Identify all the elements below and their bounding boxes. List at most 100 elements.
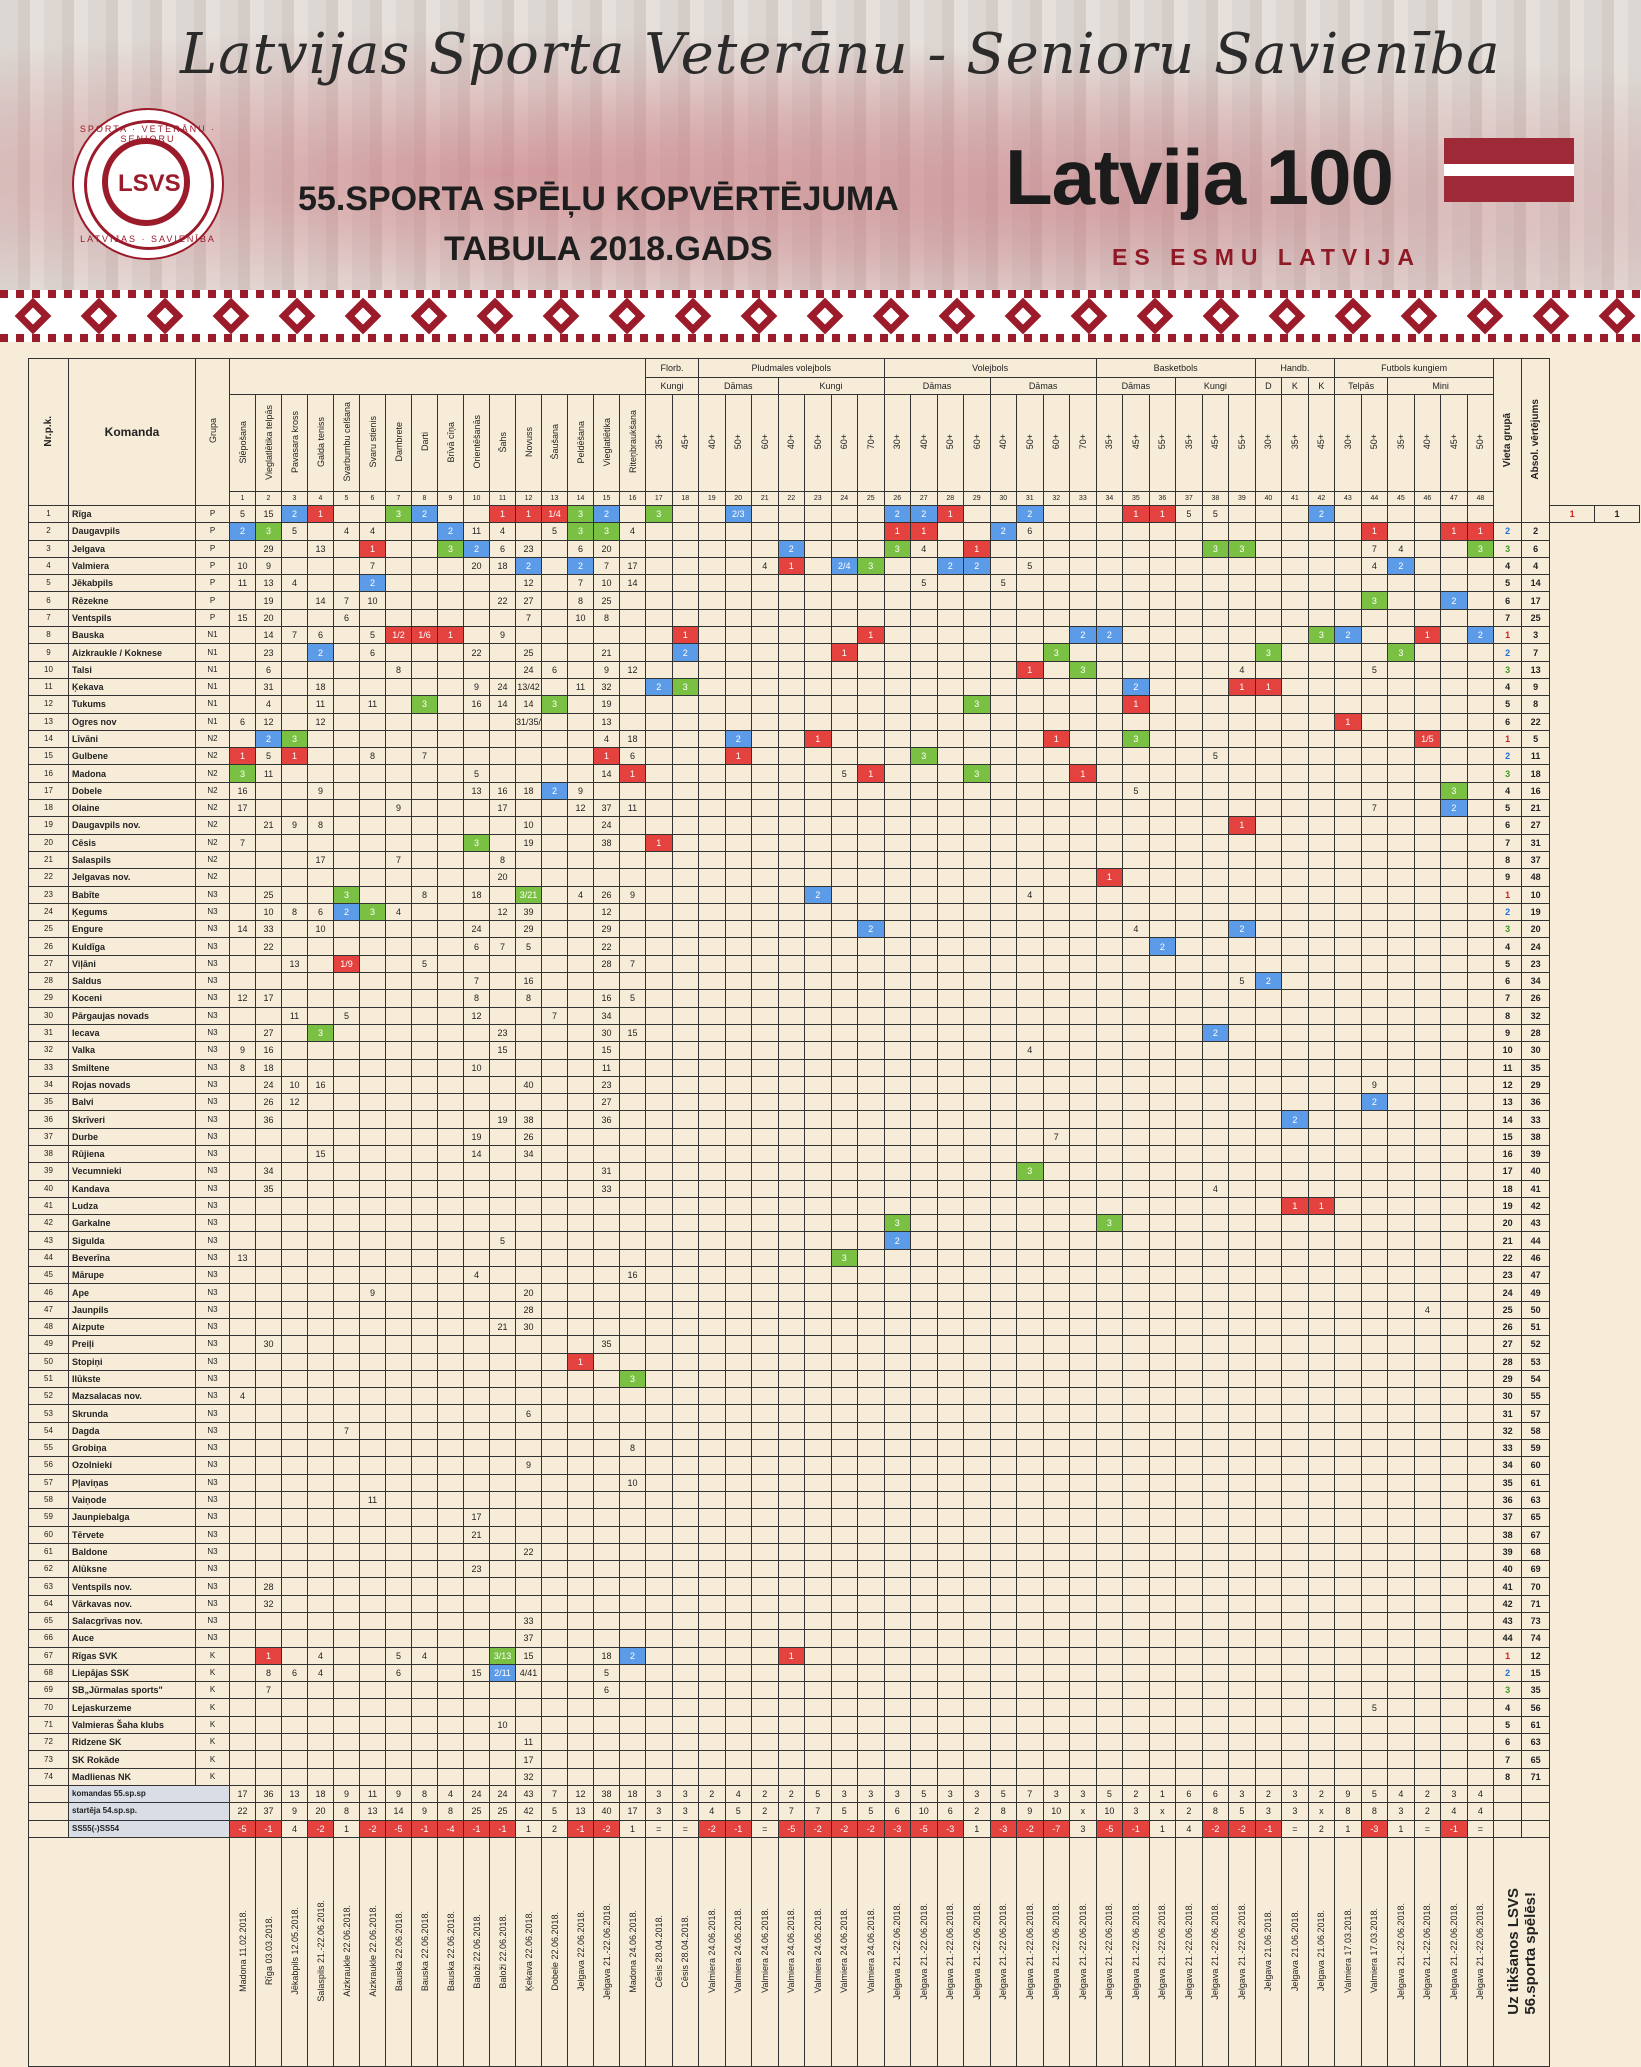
result-cell [1122,1162,1150,1181]
result-cell [385,1681,412,1700]
event-date: Valmiera 24.06.2018. [830,1836,859,2067]
result-cell [385,1179,412,1198]
result-cell [830,1369,859,1389]
table-row-team: 50 Stopiņi N3 1 28 53 [28,1352,1640,1371]
summary-value: 24 [463,1784,490,1804]
result-cell [1069,574,1097,593]
header-col-number: 13 [541,491,568,506]
result-cell [1466,868,1495,887]
result-cell [751,937,779,956]
result-cell [830,1110,859,1129]
result-cell: 1 [1069,764,1097,783]
result-cell [1360,989,1389,1008]
result-cell [385,1750,412,1769]
result-cell [567,816,594,835]
result-cell [1360,1352,1389,1371]
team-group: N3 [195,1404,230,1423]
summary-value: 3 [883,1784,912,1804]
result-cell [1440,1127,1468,1146]
result-cell [1387,626,1415,645]
result-cell [1360,920,1389,939]
absolute-place: 65 [1521,1508,1551,1527]
result-cell: 7 [1360,799,1389,818]
result-cell: 19 [515,833,542,852]
result-cell: 17 [229,799,256,818]
result-cell [1334,1283,1362,1302]
result-cell [751,1473,779,1492]
result-cell [619,920,646,939]
result-cell [1175,1456,1203,1475]
result-cell [359,1387,386,1406]
place-in-group: 1 [1493,885,1523,904]
result-cell [229,695,256,714]
result-cell [411,799,438,818]
result-cell [1175,1698,1203,1717]
team-name: Valka [68,1041,196,1060]
result-cell [804,1525,832,1544]
result-cell [1440,1646,1468,1665]
header-col-number: 9 [437,491,464,506]
result-cell [255,1611,282,1631]
result-cell [1281,1681,1309,1700]
result-cell [671,937,700,956]
row-number: 5 [28,574,69,593]
summary-value: -1 [567,1819,594,1838]
result-cell [307,1473,334,1492]
result-cell [698,1283,726,1302]
result-cell [1281,1646,1309,1665]
result-cell [489,1698,516,1717]
result-cell [645,1023,673,1043]
result-cell [1334,574,1362,593]
result-cell [1307,1075,1336,1095]
result-cell [963,1144,991,1164]
result-cell [751,1490,779,1510]
result-cell [777,677,806,697]
result-cell [1122,1369,1150,1389]
result-cell: 1 [307,504,334,524]
result-cell [830,1560,859,1579]
result-cell [1095,833,1124,852]
absolute-place: 73 [1521,1611,1551,1631]
result-cell [724,1404,753,1423]
result-cell: 2/11 [489,1663,516,1683]
result-cell [777,1387,806,1406]
lsvs-logo: SPORTA · VETERĀNU · SENIORU LSVS LATVIJA… [72,108,224,260]
result-cell: 4 [307,1663,334,1683]
result-cell [359,1058,386,1077]
result-cell [567,1421,594,1441]
result-cell: 5 [489,1231,516,1250]
result-cell [1254,556,1283,576]
result-cell [1175,677,1203,697]
result-cell: 38 [593,833,620,852]
result-cell [645,1698,673,1717]
result-cell [359,1577,386,1596]
summary-value: 25 [489,1802,516,1821]
result-cell [751,539,779,558]
result-cell [1201,1525,1230,1544]
result-cell [1175,850,1203,870]
result-cell [1175,1369,1203,1389]
result-cell [1016,954,1044,974]
result-cell [910,1266,938,1285]
result-cell: 1 [1440,522,1468,541]
result-cell [777,1663,806,1683]
summary-value: -1 [1122,1819,1150,1838]
result-cell [910,920,938,939]
result-cell [281,937,308,956]
result-cell [1360,1594,1389,1614]
result-cell [1228,1681,1256,1700]
result-cell [593,781,620,801]
result-cell [645,1715,673,1735]
result-cell [567,1179,594,1198]
event-date-text: Valmiera 24.06.2018. [786,1908,797,1994]
result-cell [910,1490,938,1510]
result-cell [1042,1075,1071,1095]
team-name: Liepājas SSK [68,1663,196,1683]
result-cell [1016,677,1044,697]
result-cell [751,747,779,766]
result-cell [698,850,726,870]
result-cell [989,781,1018,801]
result-cell: 4 [229,1387,256,1406]
result-cell [307,1041,334,1060]
result-cell [857,1525,885,1544]
